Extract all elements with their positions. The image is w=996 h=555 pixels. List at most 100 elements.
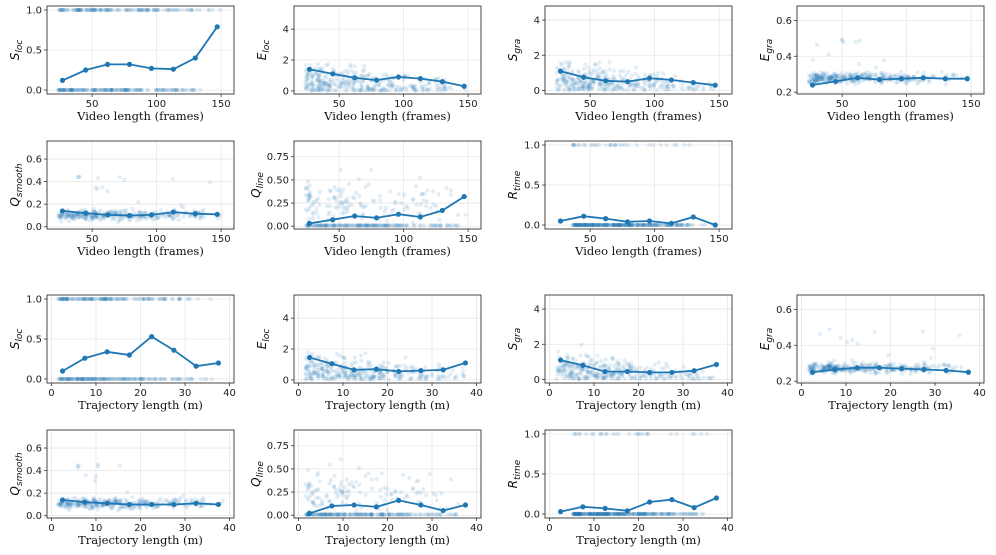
cloud-point	[377, 88, 382, 93]
cloud-point	[589, 72, 594, 77]
data-point	[193, 363, 199, 369]
cloud-point	[347, 81, 352, 86]
cloud-point	[600, 222, 605, 228]
cloud-point	[690, 86, 695, 91]
cloud-point	[364, 223, 369, 228]
cloud-point	[583, 222, 588, 228]
cloud-point	[620, 222, 626, 228]
cloud-point	[312, 199, 318, 204]
cloud-point	[305, 74, 310, 79]
cloud-point	[58, 215, 63, 220]
cloud-point	[377, 83, 382, 88]
cloud-point	[158, 208, 163, 213]
cloud-point	[337, 187, 342, 192]
cloud-point	[310, 210, 315, 215]
cloud-point	[340, 203, 346, 208]
cloud-point	[617, 361, 622, 367]
cloud-point	[220, 498, 225, 503]
cloud-point	[634, 80, 639, 85]
cloud-point	[646, 431, 651, 437]
data-point	[170, 66, 176, 72]
cloud-point	[828, 74, 833, 79]
cloud-point	[572, 87, 577, 92]
cloud-point	[582, 80, 587, 85]
cloud-point	[834, 75, 839, 80]
cloud-point	[343, 81, 348, 86]
axes-frame	[46, 140, 235, 230]
cloud-point	[374, 223, 380, 228]
cloud-point	[427, 471, 432, 477]
cloud-point	[151, 7, 156, 13]
cloud-point	[638, 222, 643, 228]
cloud-point	[309, 88, 314, 93]
cloud-point	[68, 87, 73, 93]
cloud-point	[134, 87, 139, 93]
cloud-point	[70, 7, 75, 13]
cloud-point	[359, 88, 364, 93]
cloud-point	[131, 87, 136, 93]
x-axis-label: Trajectory length (m)	[576, 533, 701, 547]
cloud-point	[310, 80, 315, 85]
cloud-point	[846, 71, 852, 76]
cloud-point	[97, 87, 102, 93]
y-tick-label: 0.75	[267, 152, 289, 163]
cloud-point	[598, 222, 603, 228]
cloud-point	[869, 72, 874, 77]
cloud-point	[316, 75, 321, 80]
cloud-point	[626, 69, 631, 74]
cloud-point	[324, 223, 330, 228]
cloud-point	[68, 213, 73, 218]
cloud-point	[316, 66, 321, 71]
cloud-point	[357, 223, 362, 228]
cloud-point	[98, 218, 103, 223]
cloud-point	[674, 222, 679, 228]
cloud-point	[305, 193, 311, 199]
cloud-point	[89, 7, 94, 13]
cloud-point	[421, 88, 426, 93]
y-axis-label: Qsmooth	[8, 163, 25, 206]
cloud-point	[105, 87, 110, 93]
cloud-point	[72, 217, 77, 222]
y-tick-label: 0.5	[524, 181, 540, 192]
cloud-point	[359, 216, 364, 221]
cloud-point	[82, 216, 87, 221]
cloud-point	[614, 367, 619, 372]
cloud-point	[57, 7, 62, 13]
y-axis-label: Egra	[758, 39, 775, 62]
cloud-point	[369, 167, 374, 172]
cloud-point	[356, 88, 362, 93]
cloud-point	[622, 77, 627, 82]
cloud-point	[325, 223, 330, 228]
cloud-point	[439, 491, 444, 496]
cloud-point	[425, 87, 430, 93]
cloud-point	[679, 222, 684, 228]
cloud-point	[322, 75, 328, 80]
cloud-point	[91, 206, 96, 211]
cloud-point	[310, 84, 315, 89]
cloud-point	[123, 87, 128, 93]
cloud-point	[378, 79, 383, 84]
cloud-point	[563, 81, 568, 86]
cloud-point	[206, 7, 212, 13]
cloud-point	[682, 142, 687, 148]
cloud-point	[98, 87, 103, 93]
cloud-point	[365, 223, 371, 228]
cloud-point	[420, 87, 425, 92]
cloud-point	[303, 62, 308, 67]
cloud-point	[75, 212, 80, 217]
cloud-point	[332, 223, 337, 228]
cloud-point	[564, 86, 569, 91]
cloud-point	[356, 223, 361, 228]
cloud-point	[581, 222, 586, 228]
cloud-point	[561, 66, 566, 71]
cloud-point	[383, 205, 388, 211]
cloud-point	[573, 222, 578, 228]
cloud-point	[809, 76, 814, 81]
x-tick-label: 40	[223, 388, 236, 399]
cloud-point	[609, 87, 614, 92]
cloud-point	[674, 222, 679, 228]
y-tick-label: 0.4	[26, 466, 42, 477]
cloud-point	[367, 72, 372, 77]
cloud-point	[94, 87, 99, 93]
cloud-point	[586, 85, 591, 90]
